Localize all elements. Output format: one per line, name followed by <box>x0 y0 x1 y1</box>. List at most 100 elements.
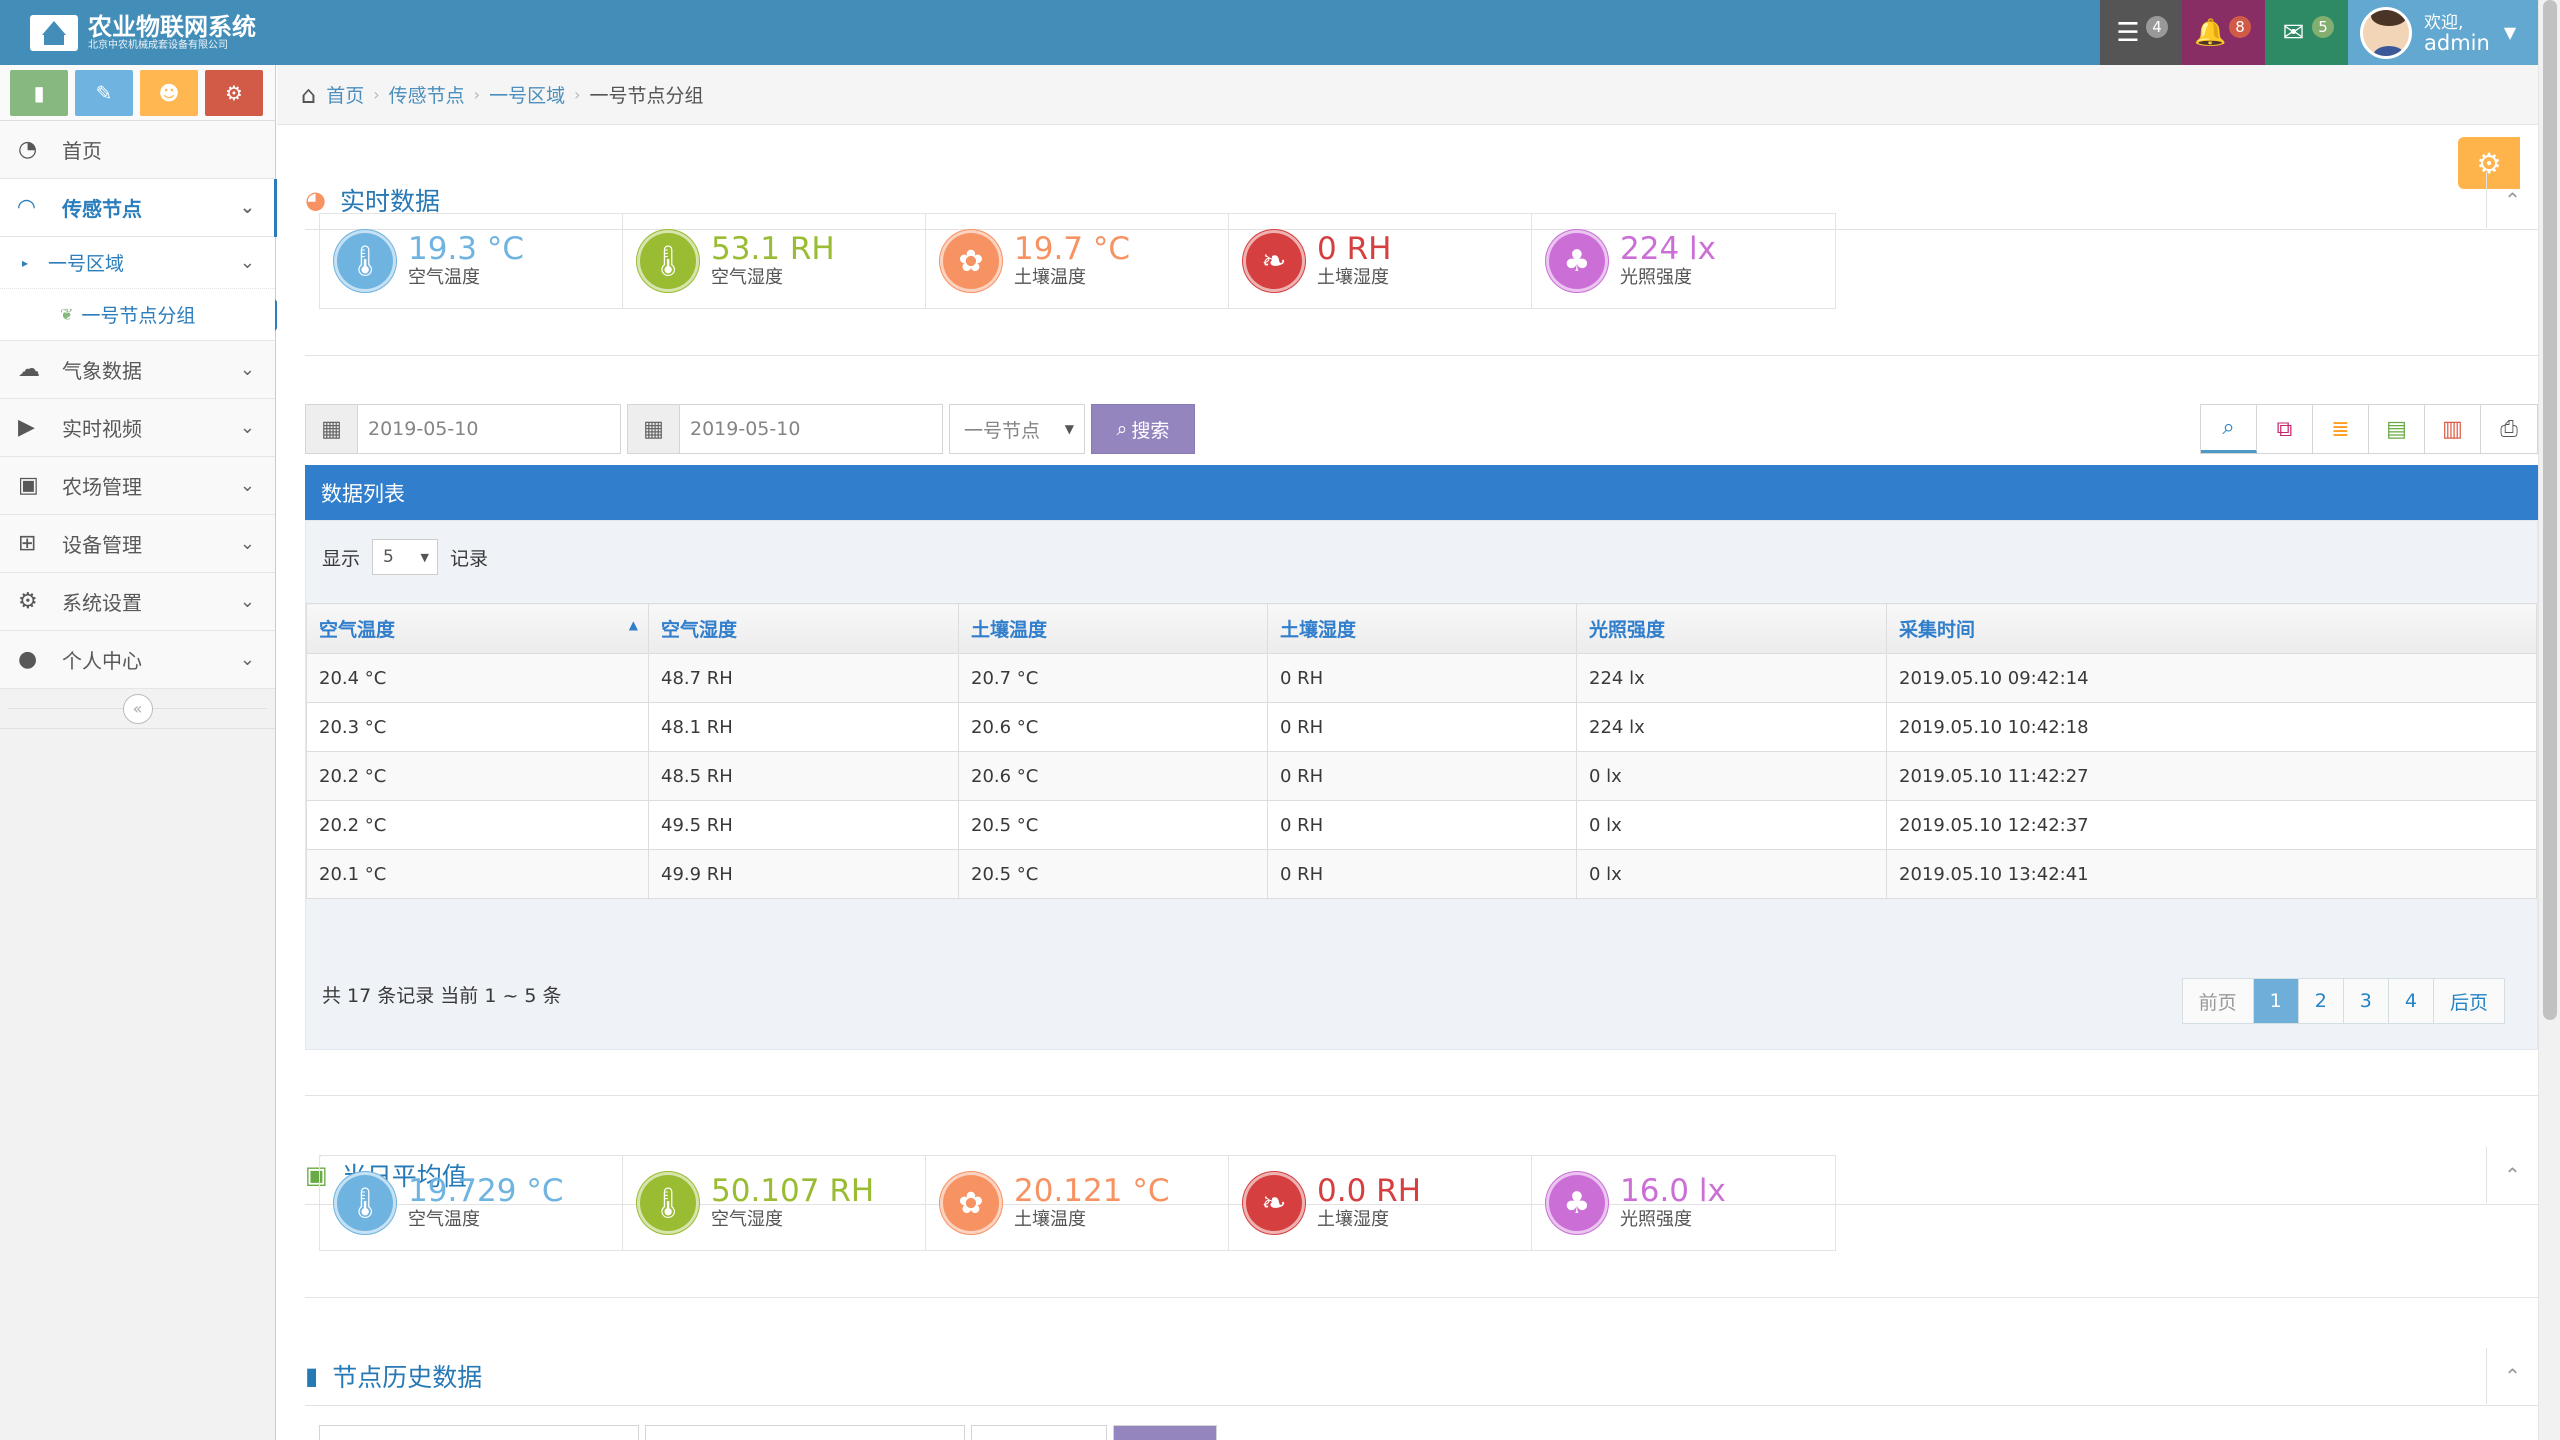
stat-value: 0.0 RH <box>1317 1173 1422 1209</box>
column-header[interactable]: 土壤温度 <box>958 603 1268 654</box>
dashboard-icon: ◕ <box>305 185 326 214</box>
pager-page[interactable]: 4 <box>2388 979 2434 1023</box>
table-cell: 0 RH <box>1267 800 1577 850</box>
notifications-button[interactable]: 🔔 8 <box>2182 0 2265 65</box>
sidebar-item-home[interactable]: ◔ 首页 <box>0 121 275 179</box>
shortcut-edit-button[interactable]: ✎ <box>75 70 133 116</box>
shortcut-settings-button[interactable]: ⚙ <box>205 70 263 116</box>
cloud-icon: ☁ <box>18 357 40 382</box>
caret-down-icon: ▼ <box>420 550 430 564</box>
divider <box>305 355 2538 356</box>
brand[interactable]: 农业物联网系统 北京中农机械成套设备有限公司 <box>30 12 256 54</box>
column-header[interactable]: 光照强度 <box>1576 603 1887 654</box>
chevron-up-icon[interactable]: ⌃ <box>2486 1146 2538 1203</box>
table-row: 20.1 °C 49.9 RH 20.5 °C 0 RH 0 lx 2019.05.10 … <box>306 849 2537 899</box>
history-node-select[interactable] <box>971 1425 1107 1440</box>
user-menu[interactable]: 欢迎, admin ▼ <box>2348 0 2538 65</box>
tasks-button[interactable]: ☰ 4 <box>2100 0 2182 65</box>
chevron-down-icon: ⌄ <box>239 197 255 218</box>
sidebar-item-devices[interactable]: ⊞ 设备管理 ⌄ <box>0 515 275 573</box>
stat-label: 空气湿度 <box>711 267 783 288</box>
date-to-input[interactable] <box>680 405 942 453</box>
chevron-up-icon[interactable]: ⌃ <box>2486 171 2538 228</box>
history-search-button[interactable] <box>1113 1425 1217 1440</box>
stat-air-humidity: 🌡 50.107 RH 空气湿度 <box>623 1156 926 1250</box>
tool-copy-button[interactable]: ⧉ <box>2257 405 2313 453</box>
chevron-down-icon: ⌄ <box>239 591 255 612</box>
sidebar-item-system-settings[interactable]: ⚙ 系统设置 ⌄ <box>0 573 275 631</box>
sidebar-item-label: 气象数据 <box>62 359 142 383</box>
column-header[interactable]: 空气温度 ▲ <box>306 603 649 654</box>
stat-value: 0 RH <box>1317 231 1392 267</box>
breadcrumb-sensor-nodes[interactable]: 传感节点 <box>388 85 465 107</box>
table-cell: 20.2 °C <box>306 751 649 801</box>
column-header[interactable]: 采集时间 <box>1886 603 2537 654</box>
table-cell: 0 RH <box>1267 849 1577 899</box>
history-date-to[interactable] <box>645 1425 965 1440</box>
table-info: 共 17 条记录 当前 1 ~ 5 条 <box>322 985 562 1007</box>
stat-label: 土壤湿度 <box>1317 267 1389 288</box>
pager-page[interactable]: 2 <box>2298 979 2344 1023</box>
pager-page[interactable]: 3 <box>2343 979 2389 1023</box>
stat-label: 光照强度 <box>1620 1209 1692 1230</box>
chevron-up-icon[interactable]: ⌃ <box>2486 1347 2538 1404</box>
date-from-input[interactable] <box>358 405 620 453</box>
username: admin <box>2424 30 2490 55</box>
ace-settings-button[interactable]: ⚙ <box>2458 137 2520 189</box>
messages-button[interactable]: ✉ 5 <box>2265 0 2348 65</box>
shortcut-chart-button[interactable]: ▮ <box>10 70 68 116</box>
brand-subtitle: 北京中农机械成套设备有限公司 <box>88 40 228 51</box>
sidebar-item-sensor-nodes[interactable]: ◠ 传感节点 ⌄ <box>0 179 277 237</box>
column-header[interactable]: 空气湿度 <box>648 603 959 654</box>
thermometer-icon: 🌡 <box>334 230 396 292</box>
envelope-icon: ✉ <box>2282 17 2305 48</box>
tree-icon: ♣ <box>1546 1172 1608 1234</box>
sidebar-collapse-button[interactable]: « <box>122 693 153 724</box>
signal-icon: ▮ <box>305 1361 319 1390</box>
page-size-value: 5 <box>383 547 394 567</box>
pagination: 前页 1 2 3 4 后页 <box>2181 978 2505 1024</box>
pager-prev[interactable]: 前页 <box>2182 979 2254 1023</box>
scrollbar-thumb[interactable] <box>2543 0 2557 1020</box>
divider <box>305 1297 2538 1298</box>
calendar-icon[interactable]: ▦ <box>628 405 680 453</box>
stat-label: 土壤温度 <box>1014 267 1086 288</box>
page-scrollbar[interactable] <box>2538 0 2560 1440</box>
breadcrumb-separator: › <box>373 85 380 104</box>
node-select[interactable]: 一号节点 ▼ <box>949 404 1085 454</box>
tool-print-button[interactable]: ⎙ <box>2481 405 2537 453</box>
pager-next[interactable]: 后页 <box>2433 979 2504 1023</box>
pager-page[interactable]: 1 <box>2253 979 2299 1023</box>
sidebar-subitem-node-group-1[interactable]: ❦ 一号节点分组 <box>0 289 275 341</box>
stat-label: 空气湿度 <box>711 1209 783 1230</box>
sidebar-item-weather[interactable]: ☁ 气象数据 ⌄ <box>0 341 275 399</box>
sidebar-item-profile[interactable]: ● 个人中心 ⌄ <box>0 631 275 689</box>
sidebar-subitem-zone-1[interactable]: ▸ 一号区域 ⌄ <box>0 237 275 289</box>
main-content: ⌂ 首页 › 传感节点 › 一号区域 › 一号节点分组 ⚙ ◕ 实时数据 ⌃ 🌡… <box>277 65 2538 1440</box>
column-header[interactable]: 土壤湿度 <box>1267 603 1577 654</box>
sidebar-shortcuts: ▮ ✎ ☻ ⚙ <box>0 65 275 121</box>
table-cell: 2019.05.10 09:42:14 <box>1886 653 2537 703</box>
tool-excel-button[interactable]: ▤ <box>2369 405 2425 453</box>
history-date-from[interactable] <box>319 1425 639 1440</box>
sidebar-item-farm[interactable]: ▣ 农场管理 ⌄ <box>0 457 275 515</box>
tool-search-button[interactable]: ⌕ <box>2201 405 2257 453</box>
breadcrumb-home[interactable]: 首页 <box>326 85 365 107</box>
page-size-select[interactable]: 5 ▼ <box>372 539 439 575</box>
daily-avg-stats: 🌡 19.729 °C 空气温度 🌡 50.107 RH 空气湿度 ✿ 20.121… <box>319 1155 1836 1251</box>
calendar-icon[interactable]: ▦ <box>306 405 358 453</box>
tool-database-button[interactable]: ≣ <box>2313 405 2369 453</box>
shortcut-users-button[interactable]: ☻ <box>140 70 198 116</box>
play-icon: ▶ <box>18 415 35 440</box>
tool-pdf-button[interactable]: ▥ <box>2425 405 2481 453</box>
table-widget-body: 显示 5 ▼ 记录 空气温度 ▲ 空气湿度 土壤温度 土壤湿度 光照强度 采集时间 <box>305 520 2538 1050</box>
table-cell: 2019.05.10 12:42:37 <box>1886 800 2537 850</box>
sidebar-item-video[interactable]: ▶ 实时视频 ⌄ <box>0 399 275 457</box>
divider <box>305 1095 2538 1096</box>
stat-label: 光照强度 <box>1620 267 1692 288</box>
double-left-icon: « <box>132 699 143 718</box>
thermometer-icon: 🌡 <box>334 1172 396 1234</box>
breadcrumb-zone-1[interactable]: 一号区域 <box>489 85 566 107</box>
search-button[interactable]: ⌕ 搜索 <box>1091 404 1195 454</box>
stat-value: 16.0 lx <box>1620 1173 1726 1209</box>
